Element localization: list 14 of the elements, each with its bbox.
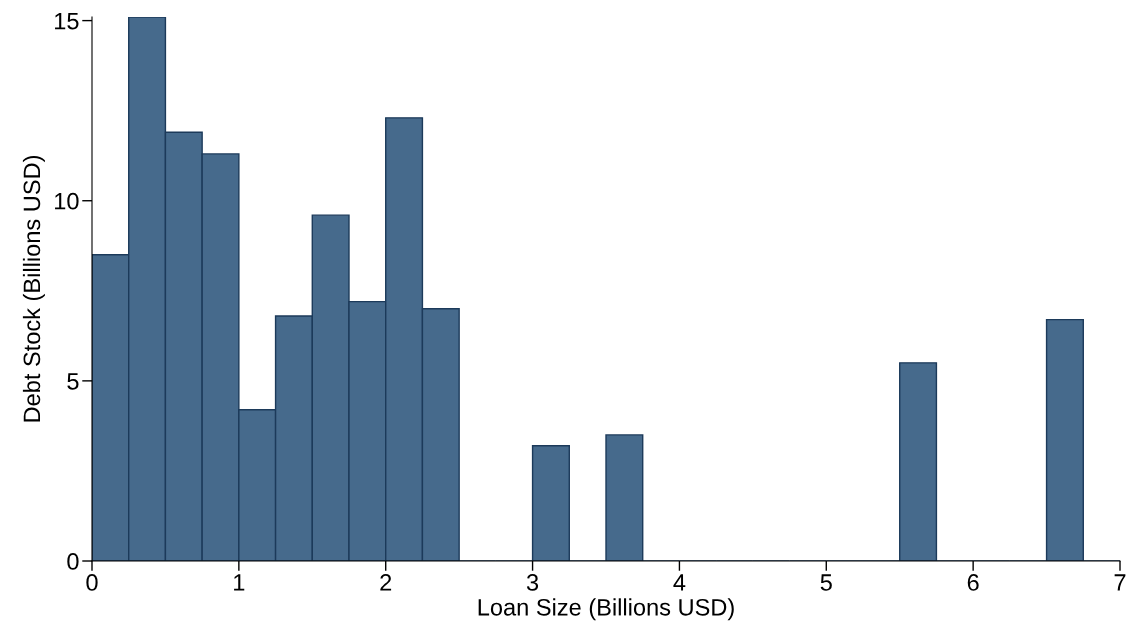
y-tick-label: 10	[55, 192, 79, 210]
x-tick-label: 0	[86, 574, 98, 591]
x-tick-label: 3	[526, 574, 539, 591]
y-tick-label: 15	[55, 12, 79, 30]
y-tick-label: 0	[67, 553, 79, 570]
x-tick-label: 5	[820, 574, 832, 591]
y-axis-title: Debt Stock (Billions USD)	[22, 155, 45, 422]
x-axis-title: Loan Size (Billions USD)	[478, 598, 734, 621]
x-tick-label: 2	[380, 574, 392, 591]
y-tick-label: 5	[67, 373, 79, 390]
x-tick-label: 1	[234, 574, 245, 591]
x-tick-label: 4	[673, 574, 686, 591]
x-tick-label: 6	[967, 574, 979, 591]
x-tick-label: 7	[1114, 574, 1126, 591]
